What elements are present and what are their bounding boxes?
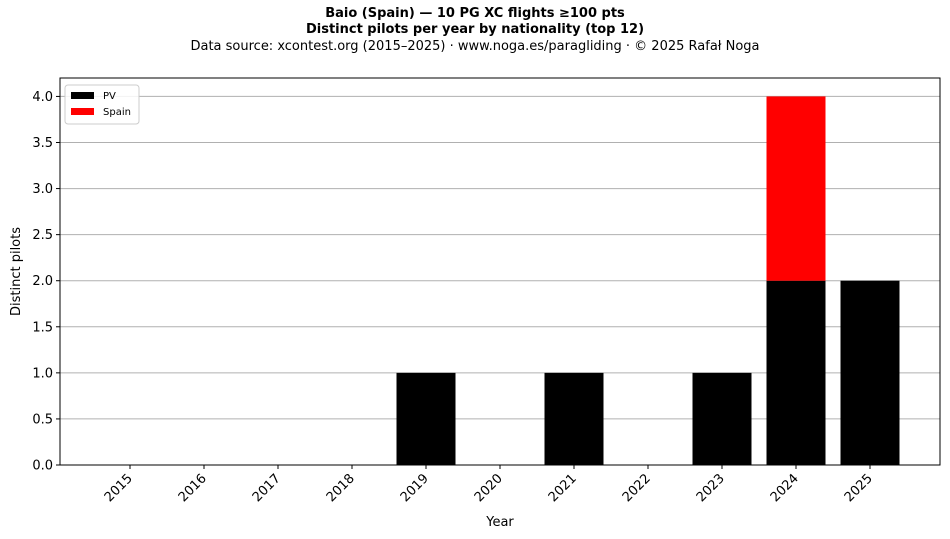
- chart-source-note: Data source: xcontest.org (2015–2025) · …: [190, 39, 760, 54]
- legend-swatch-pv: [71, 92, 94, 99]
- chart-title: Baio (Spain) — 10 PG XC flights ≥100 pts: [325, 6, 625, 21]
- legend-label-spain: Spain: [103, 107, 131, 118]
- x-tick-label: 2019: [398, 471, 432, 505]
- x-axis-label: Year: [485, 515, 514, 530]
- x-tick-label: 2023: [694, 471, 728, 505]
- legend: PV Spain: [64, 84, 140, 125]
- y-tick-label: 1.0: [32, 366, 53, 381]
- bar-pv-2019: [396, 372, 456, 465]
- y-tick-label: 1.5: [32, 320, 53, 335]
- x-tick-label: 2020: [472, 471, 506, 505]
- x-tick-label: 2018: [324, 471, 358, 505]
- y-tick-label: 0.5: [32, 412, 53, 427]
- legend-swatch-spain: [71, 108, 94, 115]
- chart-title-block: Baio (Spain) — 10 PG XC flights ≥100 pts…: [0, 6, 950, 56]
- bar-pv-2021: [544, 372, 604, 465]
- y-axis-label: Distinct pilots: [9, 227, 24, 316]
- x-tick-label: 2021: [546, 471, 580, 505]
- y-tick-label: 0.0: [32, 459, 53, 474]
- y-tick-label: 2.0: [32, 274, 53, 289]
- x-tick-label: 2015: [102, 471, 136, 505]
- bar-pv-2023: [692, 372, 752, 465]
- legend-label-pv: PV: [103, 91, 116, 102]
- x-tick-label: 2022: [620, 471, 654, 505]
- bar-spain-2024: [766, 96, 826, 281]
- bar-pv-2025: [840, 280, 900, 465]
- chart-subtitle: Distinct pilots per year by nationality …: [305, 22, 645, 37]
- y-tick-label: 3.0: [32, 182, 53, 197]
- legend-box: [64, 84, 140, 125]
- x-tick-label: 2016: [176, 471, 210, 505]
- y-tick-label: 2.5: [32, 228, 53, 243]
- y-tick-label: 4.0: [32, 90, 53, 105]
- y-tick-label: 3.5: [32, 136, 53, 151]
- bar-pv-2024: [766, 280, 826, 465]
- x-tick-label: 2025: [842, 471, 876, 505]
- x-tick-label: 2024: [768, 471, 802, 505]
- x-tick-label: 2017: [250, 471, 284, 505]
